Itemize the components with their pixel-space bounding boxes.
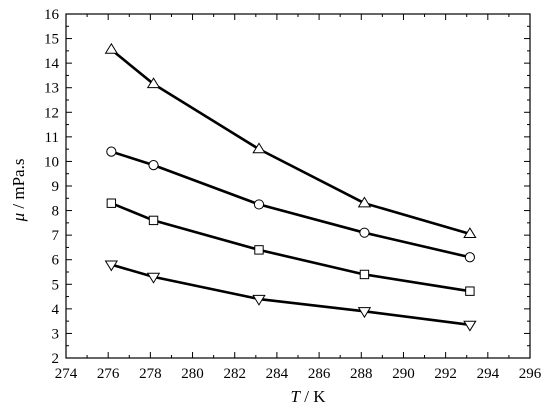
data-point-triangle-up (146, 77, 161, 89)
data-point-triangle-up (104, 42, 119, 54)
x-tick-label: 290 (392, 366, 415, 382)
y-axis-unit: / mPa.s (9, 159, 28, 213)
x-axis-symbol: T (291, 387, 302, 406)
series-line-square (110, 201, 471, 293)
series-line-triangle-up (110, 48, 471, 236)
y-tick-label: 13 (44, 81, 59, 97)
x-tick-label: 278 (139, 366, 162, 382)
data-point-square (106, 198, 117, 208)
y-tick-label: 2 (52, 351, 60, 367)
series-line-triangle-down (110, 263, 471, 327)
y-tick-label: 16 (44, 7, 60, 23)
data-point-square (465, 286, 475, 296)
y-tick-label: 9 (52, 179, 60, 195)
data-point-circle (464, 252, 475, 263)
x-tick-label: 276 (97, 366, 120, 382)
x-tick-label: 274 (55, 366, 78, 382)
data-point-triangle-down (357, 307, 372, 319)
x-tick-label: 284 (266, 366, 289, 382)
data-point-triangle-up (357, 196, 372, 208)
x-tick-label: 296 (519, 366, 542, 382)
y-tick-label: 3 (52, 326, 60, 342)
x-tick-label: 292 (434, 366, 457, 382)
y-tick-label: 15 (44, 32, 59, 48)
x-axis-unit: / K (300, 387, 326, 406)
data-point-triangle-up (463, 227, 477, 239)
series-square (106, 198, 475, 296)
series-triangle-down (104, 260, 477, 332)
x-tick-label: 286 (308, 366, 331, 382)
data-point-square (359, 269, 370, 280)
data-point-triangle-up (252, 142, 266, 154)
y-tick-label: 7 (52, 228, 60, 244)
x-tick-label: 280 (181, 366, 204, 382)
series-circle (106, 146, 475, 263)
y-axis-symbol: μ (9, 213, 28, 223)
series-triangle-up (104, 42, 477, 239)
y-tick-label: 14 (44, 56, 60, 72)
data-point-square (148, 215, 159, 226)
data-point-circle (148, 160, 159, 171)
data-point-circle (253, 199, 265, 210)
data-point-triangle-down (146, 272, 161, 284)
series-group (104, 42, 477, 332)
data-point-triangle-down (463, 320, 477, 332)
data-point-triangle-down (104, 260, 119, 272)
series-line-circle (110, 150, 471, 259)
y-tick-label: 11 (45, 130, 59, 146)
data-point-triangle-down (252, 294, 266, 306)
x-tick-label: 288 (350, 366, 373, 382)
x-tick-label: 282 (223, 366, 246, 382)
y-tick-label: 5 (52, 277, 60, 293)
x-tick-label: 294 (477, 366, 500, 382)
data-point-circle (359, 227, 370, 238)
data-point-circle (106, 146, 117, 157)
y-tick-label: 10 (44, 154, 59, 170)
axes: 274 276 278 280 282 284 286 288 290 292 294 296 2 3 4 5… (44, 7, 542, 382)
y-tick-label: 8 (52, 204, 60, 220)
data-point-square (254, 245, 264, 255)
y-tick-label: 6 (52, 253, 60, 269)
x-axis-title: T / K (291, 387, 327, 406)
plot-frame (65, 13, 531, 359)
y-tick-label: 12 (44, 105, 59, 121)
y-tick-label: 4 (52, 302, 60, 318)
y-axis-title: μ / mPa.s (9, 159, 28, 223)
